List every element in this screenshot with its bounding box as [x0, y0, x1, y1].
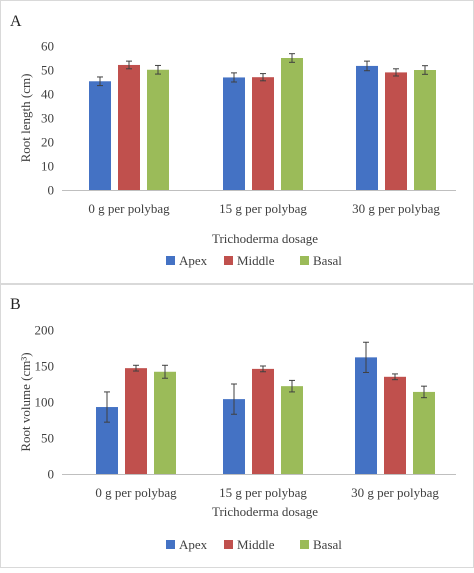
y-axis-title-a: Root length (cm) [18, 74, 33, 163]
bar-apex-a [223, 77, 245, 190]
error-bar-a [260, 73, 266, 82]
error-bar-a [155, 64, 161, 75]
panel-label-a: A [10, 13, 22, 30]
bar-middle-a [385, 72, 407, 190]
error-bar-b [231, 383, 237, 415]
bar-basal-a [281, 58, 303, 190]
legend-swatch-middle [224, 256, 233, 265]
error-bar-b [421, 385, 427, 399]
legend-swatch-apex [166, 540, 175, 549]
y-axis-title-b: Root volume (cm³) [18, 352, 33, 451]
bar-middle-a [118, 64, 140, 190]
y-tick-label-b: 50 [41, 431, 54, 446]
error-bar-b [162, 364, 168, 379]
y-tick-label-b: 150 [35, 359, 55, 374]
legend-label-middle: Middle [237, 537, 275, 552]
legend-swatch-basal [300, 256, 309, 265]
bar-basal-a [414, 70, 436, 190]
plot-area-b: 0 50 100 150 200 0 g per polybag 15 g per poly… [35, 323, 456, 500]
error-bar-a [289, 53, 295, 63]
plot-area-a: 0 10 20 30 40 50 60 0 g per polybag 15 g per pol… [41, 39, 456, 216]
y-tick-label-b: 0 [48, 467, 55, 482]
legend-swatch-apex [166, 256, 175, 265]
y-tick-label-a: 10 [41, 159, 54, 174]
bar-basal-b [281, 386, 303, 474]
bar-apex-b [223, 399, 245, 474]
error-bar-b [392, 373, 398, 381]
error-bar-b [289, 379, 295, 393]
error-bar-a [364, 60, 370, 72]
bar-apex-a [89, 81, 111, 190]
bar-middle-a [252, 77, 274, 190]
error-bar-b [363, 341, 369, 373]
x-axis-title-b: Trichoderma dosage [212, 504, 318, 519]
y-tick-label-a: 0 [48, 183, 55, 198]
bar-basal-b [413, 391, 435, 474]
error-bar-b [260, 365, 266, 373]
legend-label-basal: Basal [313, 253, 342, 268]
x-tick-label-b: 30 g per polybag [351, 485, 439, 500]
bar-apex-b [355, 357, 377, 474]
error-bar-a [422, 65, 428, 75]
error-bar-a [97, 76, 103, 87]
x-tick-label-b: 0 g per polybag [95, 485, 177, 500]
y-tick-label-a: 60 [41, 39, 54, 54]
legend-swatch-middle [224, 540, 233, 549]
panel-label-b: B [10, 296, 21, 313]
error-bar-a [126, 60, 132, 70]
bar-middle-b [252, 368, 274, 474]
legend-label-middle: Middle [237, 253, 275, 268]
bar-basal-a [147, 69, 169, 190]
legend-label-apex: Apex [179, 253, 208, 268]
x-tick-label-a: 15 g per polybag [219, 201, 307, 216]
y-tick-label-a: 20 [41, 135, 54, 150]
bar-middle-b [125, 368, 147, 474]
legend-swatch-basal [300, 540, 309, 549]
legend-b: Apex Middle Basal [166, 537, 342, 552]
legend-label-basal: Basal [313, 537, 342, 552]
bar-apex-b [96, 407, 118, 474]
error-bar-a [231, 72, 237, 83]
y-tick-label-b: 100 [35, 395, 55, 410]
x-tick-label-b: 15 g per polybag [219, 485, 307, 500]
bar-basal-b [154, 371, 176, 474]
error-bar-a [393, 68, 399, 77]
error-bar-b [133, 364, 139, 372]
chart-panel-b: B Root volume (cm³) Trichoderma dosage 0… [10, 296, 456, 552]
bar-apex-a [356, 65, 378, 190]
bar-middle-b [384, 376, 406, 474]
y-tick-label-a: 30 [41, 111, 54, 126]
x-axis-title-a: Trichoderma dosage [212, 231, 318, 246]
x-tick-label-a: 0 g per polybag [88, 201, 170, 216]
legend-label-apex: Apex [179, 537, 208, 552]
error-bar-b [104, 391, 110, 423]
legend-a: Apex Middle Basal [166, 253, 342, 268]
x-tick-label-a: 30 g per polybag [352, 201, 440, 216]
y-tick-label-b: 200 [35, 323, 55, 338]
y-tick-label-a: 40 [41, 87, 54, 102]
chart-panel-a: A Root length (cm) Trichoderma dosage 0 1… [10, 13, 456, 268]
y-tick-label-a: 50 [41, 63, 54, 78]
